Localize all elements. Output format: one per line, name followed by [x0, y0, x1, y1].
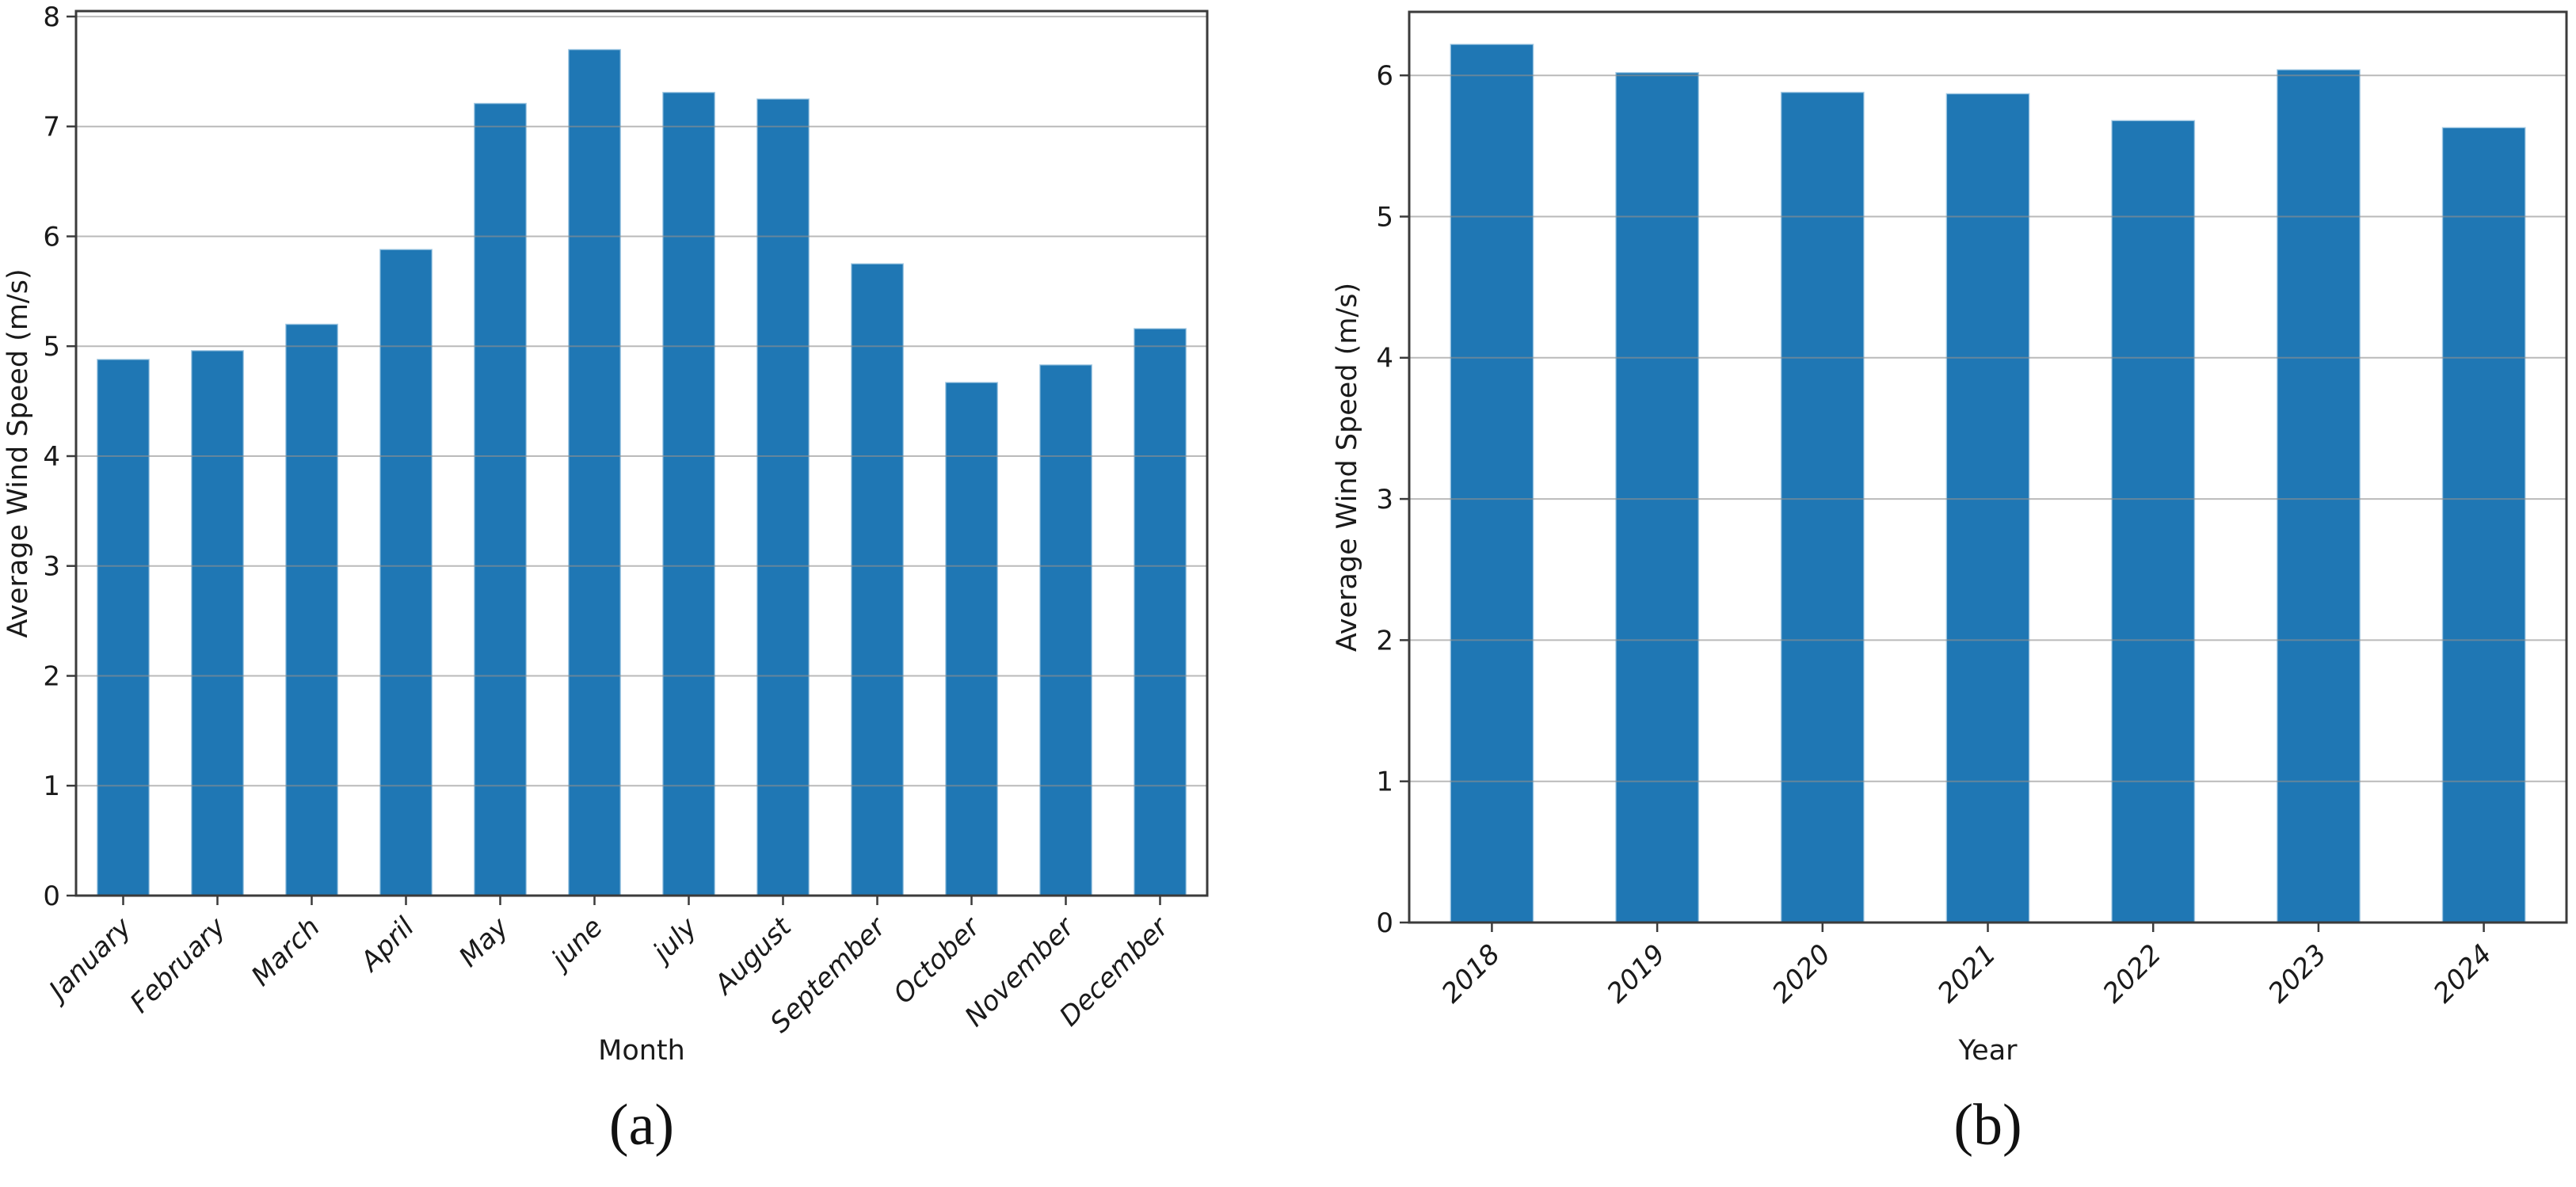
bar-july [662, 91, 716, 896]
y-tick-label-5: 5 [43, 331, 60, 363]
x-tick-label-2021: 2021 [1931, 938, 2002, 1009]
x-tick-label-2020: 2020 [1766, 938, 1837, 1009]
x-tick-label-2018: 2018 [1435, 938, 1506, 1009]
bar-January [97, 359, 151, 896]
y-tick-label-5: 5 [1376, 201, 1393, 233]
yearly-wind-speed-chart: 0 1 2 3 4 5 6 2018 2019 2020 2021 2022 2023 2024 Year A… [1332, 10, 2568, 1067]
bar-September [851, 263, 905, 896]
x-tick-label-2024: 2024 [2427, 938, 2498, 1009]
panel-a: 0 1 2 3 4 5 6 7 8 January February March April May jun… [2, 2, 1209, 1158]
x-axis-label: Month [598, 1035, 685, 1067]
bar-December [1134, 328, 1187, 896]
y-tick-label-1: 1 [1376, 767, 1393, 798]
y-tick-label-4: 4 [1376, 343, 1393, 375]
bar-2022 [2111, 120, 2196, 923]
y-tick-label-7: 7 [43, 112, 60, 143]
caption-a: (a) [608, 1093, 675, 1158]
y-axis-label: Average Wind Speed (m/s) [2, 268, 34, 637]
y-tick-label-1: 1 [43, 770, 60, 802]
bar-August [756, 98, 810, 896]
y-tick-label-8: 8 [43, 2, 60, 33]
x-tick-label-2022: 2022 [2097, 938, 2167, 1009]
x-axis-label: Year [1957, 1035, 2018, 1067]
y-tick-label-3: 3 [43, 551, 60, 583]
bar-june [568, 48, 622, 896]
x-tick-label-February: February [124, 911, 233, 1019]
bar-2020 [1780, 91, 1865, 923]
caption-b: (b) [1953, 1093, 2022, 1158]
y-tick-label-0: 0 [43, 881, 60, 912]
x-tick-label-August: August [707, 911, 798, 1002]
y-tick-label-3: 3 [1376, 484, 1393, 516]
bar-2021 [1945, 93, 2030, 923]
bar-2023 [2277, 69, 2361, 923]
bar-February [191, 350, 245, 896]
panel-b: 0 1 2 3 4 5 6 2018 2019 2020 2021 2022 2023 2024 Year A… [1307, 0, 2576, 1187]
x-tick-label-june: june [543, 911, 609, 977]
y-axis-label: Average Wind Speed (m/s) [1332, 283, 1363, 652]
x-tick-label-January: January [40, 911, 138, 1009]
bar-2024 [2441, 127, 2526, 923]
bar-March [285, 323, 339, 896]
y-tick-label-2: 2 [1376, 625, 1393, 656]
x-tick-label-july: july [645, 911, 704, 970]
bar-October [945, 382, 999, 896]
y-tick-label-0: 0 [1376, 907, 1393, 939]
bar-November [1039, 364, 1093, 896]
x-tick-label-May: May [453, 911, 516, 973]
x-tick-label-March: March [246, 911, 326, 992]
y-tick-label-4: 4 [43, 441, 60, 473]
x-tick-label-October: October [887, 911, 987, 1010]
plot-border [74, 10, 1209, 897]
bar-May [474, 102, 528, 896]
bar-April [379, 249, 433, 896]
y-tick-label-6: 6 [1376, 60, 1393, 92]
y-tick-label-6: 6 [43, 221, 60, 253]
x-tick-label-2023: 2023 [2262, 938, 2333, 1009]
x-tick-label-2019: 2019 [1601, 938, 1671, 1009]
x-tick-label-April: April [353, 911, 421, 979]
bar-2019 [1615, 71, 1700, 923]
y-tick-label-2: 2 [43, 660, 60, 692]
bar-2018 [1450, 44, 1534, 923]
